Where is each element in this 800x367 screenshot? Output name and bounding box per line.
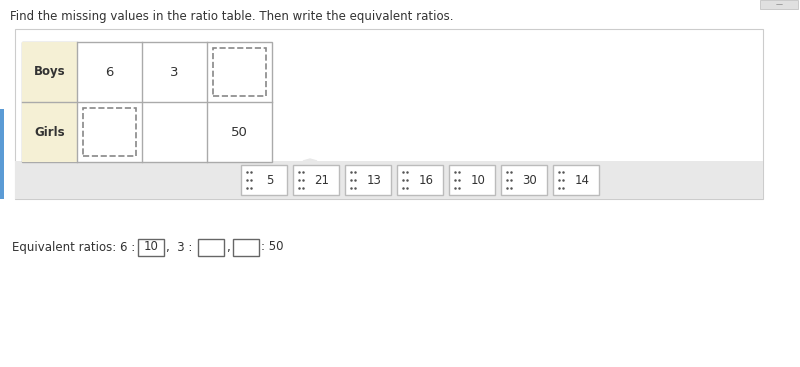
Bar <box>15 29 763 199</box>
Text: 5: 5 <box>266 174 274 186</box>
Bar <box>213 48 266 96</box>
Text: ,  3 :: , 3 : <box>166 240 192 254</box>
Text: 50: 50 <box>231 126 248 138</box>
Text: —: — <box>775 1 782 7</box>
Text: ,: , <box>226 240 230 254</box>
Text: 14: 14 <box>574 174 590 186</box>
Bar <box>293 165 339 195</box>
Text: 3: 3 <box>170 65 178 79</box>
Text: 10: 10 <box>143 240 158 254</box>
Bar <box>449 165 495 195</box>
Text: : 50: : 50 <box>261 240 283 254</box>
Bar <box>22 42 272 162</box>
Text: 10: 10 <box>470 174 486 186</box>
Text: 21: 21 <box>314 174 330 186</box>
Bar <box>138 239 164 255</box>
Text: 16: 16 <box>418 174 434 186</box>
Bar <box>397 165 443 195</box>
Text: Girls: Girls <box>34 126 65 138</box>
Text: 30: 30 <box>522 174 538 186</box>
Bar <box>345 165 391 195</box>
Bar <box>553 165 599 195</box>
Text: Find the missing values in the ratio table. Then write the equivalent ratios.: Find the missing values in the ratio tab… <box>10 10 454 23</box>
Bar <box>241 165 287 195</box>
Text: 13: 13 <box>366 174 382 186</box>
Text: Equivalent ratios: 6 :: Equivalent ratios: 6 : <box>12 240 135 254</box>
Bar <box>760 0 798 9</box>
Text: 6: 6 <box>106 65 114 79</box>
Bar <box>233 239 259 255</box>
Polygon shape <box>303 159 317 161</box>
Bar <box>15 161 763 199</box>
Text: 10: 10 <box>101 126 118 138</box>
Text: Boys: Boys <box>34 65 66 79</box>
Bar <box>198 239 224 255</box>
Bar <box>501 165 547 195</box>
Bar <box>22 42 77 162</box>
Bar <box>0 109 4 199</box>
Bar <box>83 108 136 156</box>
